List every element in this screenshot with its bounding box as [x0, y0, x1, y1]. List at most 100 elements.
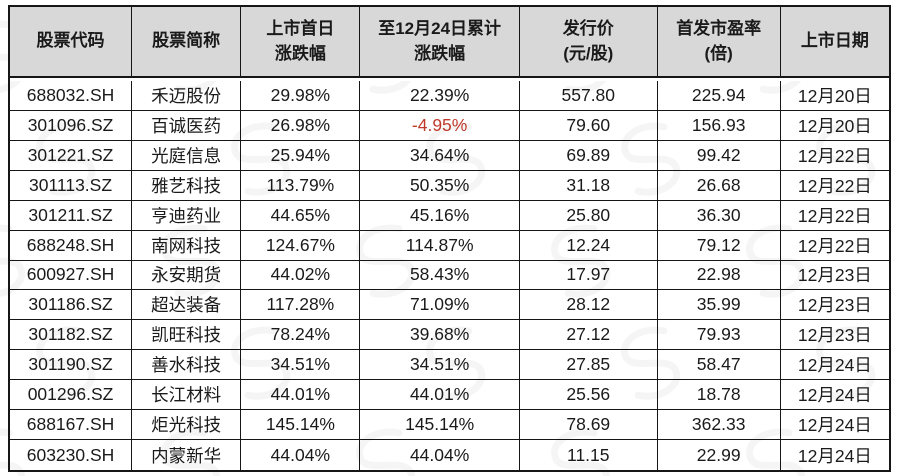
cell-code: 600927.SH: [10, 260, 133, 291]
cell-issue_price: 78.69: [519, 410, 658, 441]
cell-first_day: 124.67%: [241, 230, 361, 261]
cell-list_date: 12月24日: [780, 350, 889, 381]
cell-cumulative: 71.09%: [360, 290, 520, 321]
column-header-name: 股票简称: [132, 7, 242, 78]
cell-pe_ratio: 18.78: [657, 380, 781, 411]
cell-list_date: 12月23日: [780, 261, 889, 291]
cell-issue_price: 11.15: [520, 440, 658, 470]
cell-pe_ratio: 35.99: [657, 290, 781, 321]
cell-name: 南网科技: [132, 230, 242, 261]
cell-list_date: 12月22日: [780, 141, 889, 171]
cell-first_day: 44.65%: [241, 200, 361, 231]
cell-cumulative: 34.51%: [360, 350, 520, 381]
cell-cumulative: 44.01%: [360, 380, 520, 411]
cell-cumulative: 34.64%: [360, 140, 520, 171]
cell-issue_price: 25.56: [519, 380, 658, 411]
cell-list_date: 12月23日: [780, 320, 889, 351]
cell-first_day: 44.04%: [241, 440, 361, 470]
cell-name: 善水科技: [132, 350, 242, 381]
cell-code: 301096.SZ: [10, 110, 133, 141]
cell-issue_price: 31.18: [519, 170, 658, 201]
cell-cumulative: -4.95%: [360, 110, 520, 141]
column-header-first_day: 上市首日 涨跌幅: [241, 7, 361, 78]
cell-name: 禾迈股份: [132, 81, 242, 111]
cell-pe_ratio: 22.98: [657, 260, 781, 291]
cell-list_date: 12月24日: [780, 380, 889, 411]
cell-code: 301221.SZ: [10, 140, 133, 171]
cell-code: 688248.SH: [10, 230, 133, 261]
cell-list_date: 12月24日: [797, 445, 872, 466]
cell-name: 内蒙新华: [132, 440, 242, 470]
cell-name: 长江材料: [132, 380, 242, 411]
cell-code: 001296.SZ: [10, 380, 133, 411]
cell-cumulative: 145.14%: [360, 410, 520, 441]
cell-pe_ratio: 36.30: [657, 200, 781, 231]
cell-code: 301186.SZ: [10, 290, 133, 321]
cell-issue_price: 27.85: [519, 350, 658, 381]
cell-issue_price: 69.89: [519, 140, 658, 171]
cell-cumulative: 45.16%: [360, 200, 520, 231]
cell-cumulative: 22.39%: [360, 81, 520, 111]
cell-cumulative: 58.43%: [360, 260, 520, 291]
cell-list_date: 12月24日: [780, 410, 889, 441]
cell-first_day: 78.24%: [241, 320, 361, 351]
cell-name: 光庭信息: [132, 140, 242, 171]
cell-first_day: 145.14%: [241, 410, 361, 441]
cell-pe_ratio: 225.94: [657, 81, 781, 111]
cell-issue_price: 28.12: [519, 290, 658, 321]
column-header-list_date: 上市日期: [780, 7, 889, 78]
cell-issue_price: 27.12: [519, 320, 658, 351]
cell-first_day: 29.98%: [241, 81, 361, 111]
cell-pe_ratio: 156.93: [657, 110, 781, 141]
cell-pe_ratio: 362.33: [657, 410, 781, 441]
column-header-code: 股票代码: [10, 7, 133, 78]
cell-name: 凯旺科技: [132, 320, 242, 351]
cell-first_day: 25.94%: [241, 140, 361, 171]
cell-name: 永安期货: [132, 260, 242, 291]
cell-name: 雅艺科技: [132, 170, 242, 201]
cell-code: 688167.SH: [10, 410, 133, 441]
header-body-divider: [10, 78, 889, 81]
cell-name: 百诚医药: [132, 110, 242, 141]
column-header-cumulative: 至12月24日累计 涨跌幅: [360, 7, 520, 78]
cell-first_day: 117.28%: [241, 290, 361, 321]
column-header-pe_ratio: 首发市盈率 (倍): [657, 7, 781, 78]
cell-code: 301113.SZ: [10, 170, 133, 201]
cell-code: 688032.SH: [10, 81, 133, 111]
cell-code: 301182.SZ: [10, 320, 133, 351]
cell-pe_ratio: 99.42: [657, 140, 781, 171]
cell-pe_ratio: 79.93: [657, 320, 781, 351]
cell-list_date: 12月22日: [780, 201, 889, 231]
cell-cumulative: 39.68%: [360, 320, 520, 351]
cell-name: 超达装备: [132, 290, 242, 321]
cell-name: 炬光科技: [132, 410, 242, 441]
cell-issue_price: 557.80: [519, 81, 658, 111]
cell-name: 亨迪药业: [132, 200, 242, 231]
cell-code: 301211.SZ: [10, 200, 133, 231]
cell-list_date: 12月20日: [780, 81, 889, 111]
cell-list_date: 12月22日: [780, 171, 889, 201]
cell-issue_price: 12.24: [519, 230, 658, 261]
stock-table: 股票代码 股票简称 上市首日 涨跌幅 至12月24日累计 涨跌幅 发行价 (元/股) 首发…: [8, 5, 891, 472]
cell-list_date: 12月22日: [780, 231, 889, 261]
cell-code: 301190.SZ: [10, 350, 133, 381]
cell-cumulative: 50.35%: [360, 170, 520, 201]
cell-cumulative: 114.87%: [360, 230, 520, 261]
cell-first_day: 44.01%: [241, 380, 361, 411]
cell-list_date: 12月20日: [780, 111, 889, 141]
cell-first_day: 26.98%: [241, 110, 361, 141]
cell-pe_ratio: 26.68: [657, 170, 781, 201]
cell-first_day: 113.79%: [241, 170, 361, 201]
cell-cumulative: 44.04%: [360, 440, 520, 470]
cell-issue_price: 79.60: [519, 110, 658, 141]
cell-first_day: 44.02%: [241, 260, 361, 291]
cell-pe_ratio: 22.99: [658, 440, 781, 470]
cell-first_day: 34.51%: [241, 350, 361, 381]
cell-list_date: 12月23日: [780, 290, 889, 321]
cell-issue_price: 17.97: [519, 260, 658, 291]
cell-pe_ratio: 79.12: [657, 230, 781, 261]
cell-code: 603230.SH: [10, 440, 133, 470]
cell-issue_price: 25.80: [519, 200, 658, 231]
cell-pe_ratio: 58.47: [657, 350, 781, 381]
